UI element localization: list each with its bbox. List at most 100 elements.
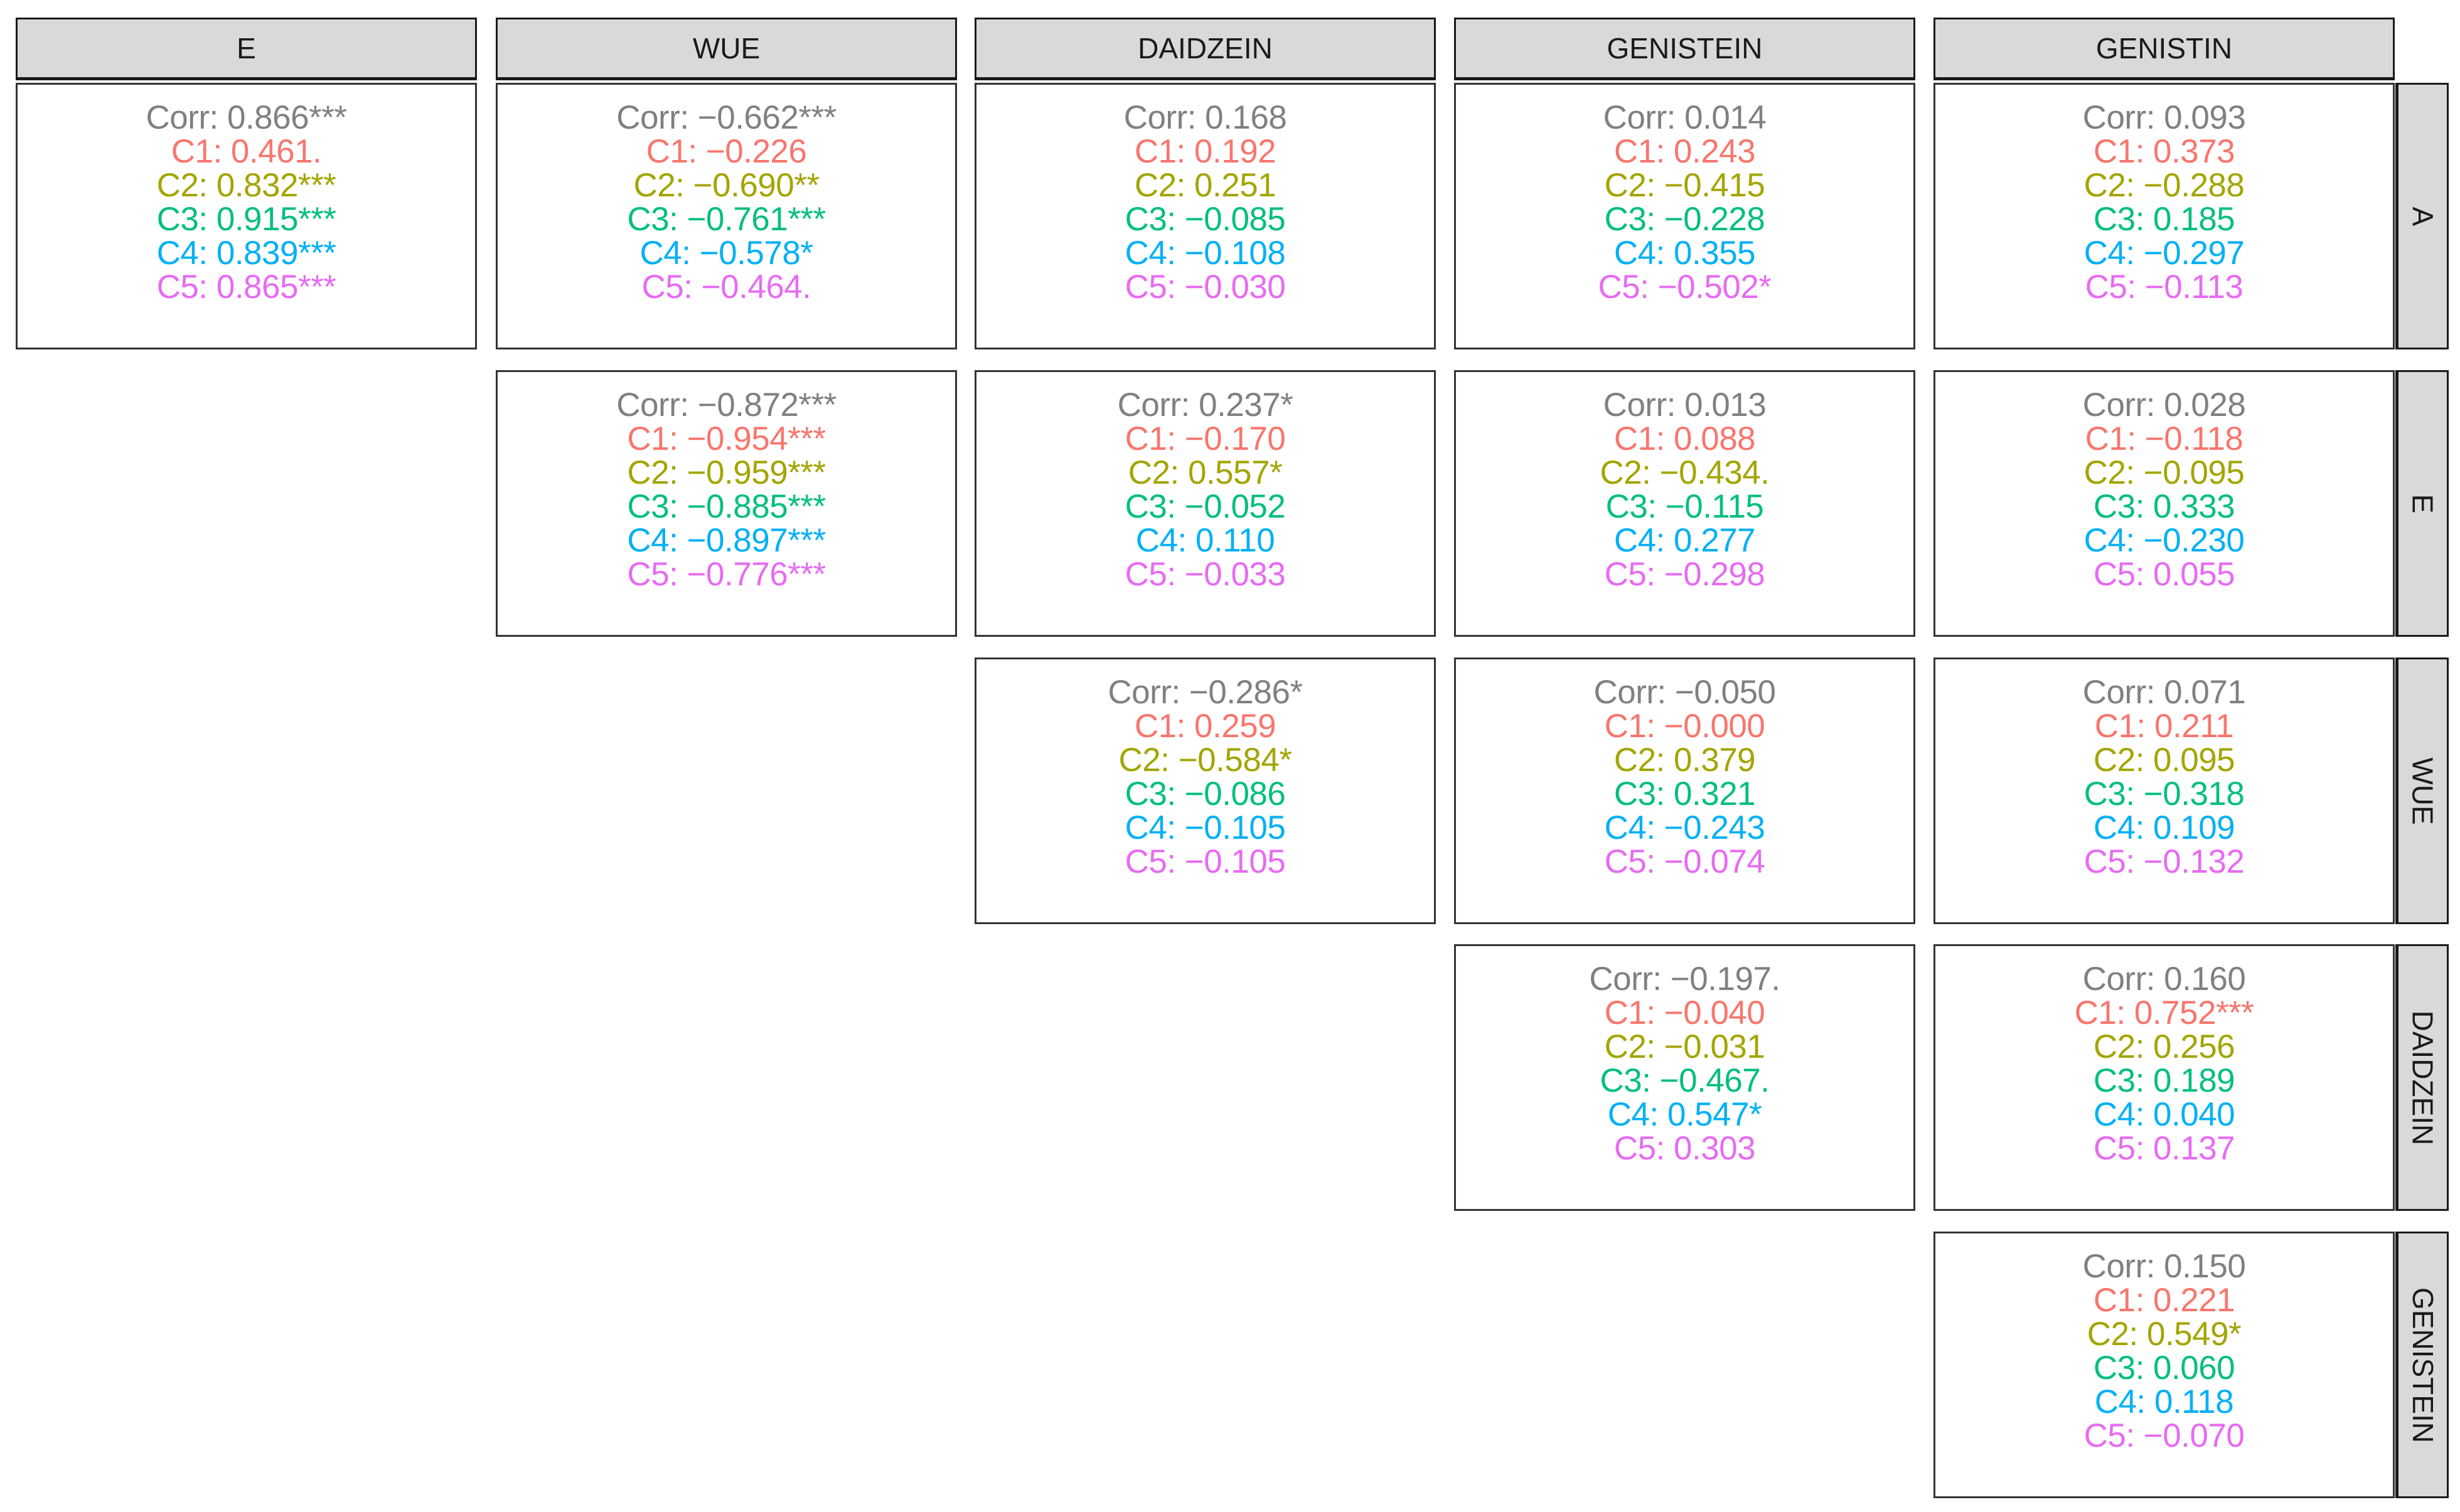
panel-e-genistein: Corr: 0.013 C1: 0.088 C2: −0.434. C3: −0.11… — [1454, 370, 1915, 637]
corr-label: Corr: 0.237* — [1117, 386, 1293, 423]
c5-corr-label: C5: 0.055 — [2093, 556, 2235, 593]
c1-corr-label: C1: 0.211 — [2094, 708, 2234, 745]
c3-corr-label: C3: −0.085 — [1125, 201, 1286, 238]
c2-corr-label: C2: −0.415 — [1604, 167, 1765, 204]
panel-daidzein-genistein: Corr: −0.197. C1: −0.040 C2: −0.031 C3: −0.… — [1454, 944, 1915, 1211]
c5-corr-label: C5: −0.030 — [1125, 269, 1286, 306]
c1-corr-label: C1: 0.752*** — [2074, 994, 2254, 1031]
panel-a-genistein: Corr: 0.014 C1: 0.243 C2: −0.415 C3: −0.228… — [1454, 83, 1915, 349]
c2-corr-label: C2: −0.095 — [2083, 454, 2245, 491]
c2-corr-label: C2: −0.031 — [1604, 1028, 1765, 1065]
c5-corr-label: C5: −0.033 — [1125, 556, 1286, 593]
c3-corr-label: C3: −0.115 — [1605, 488, 1764, 525]
c5-corr-label: C5: −0.113 — [2085, 269, 2243, 306]
row-strip-label: A — [2406, 206, 2439, 226]
c3-corr-label: C3: −0.086 — [1125, 775, 1286, 812]
c2-corr-label: C2: −0.959*** — [627, 454, 826, 491]
corr-label: Corr: 0.014 — [1603, 99, 1767, 136]
corr-label: Corr: 0.150 — [2082, 1248, 2246, 1285]
column-strip-daidzein: DAIDZEIN — [975, 18, 1436, 80]
c3-corr-label: C3: −0.467. — [1600, 1062, 1770, 1099]
c2-corr-label: C2: 0.832*** — [156, 167, 336, 204]
c1-corr-label: C1: −0.040 — [1604, 994, 1765, 1031]
panel-e-wue: Corr: −0.872*** C1: −0.954*** C2: −0.959**… — [496, 370, 957, 637]
panel-e-daidzein: Corr: 0.237* C1: −0.170 C2: 0.557* C3: −0.0… — [975, 370, 1436, 637]
c3-corr-label: C3: −0.885*** — [627, 488, 826, 525]
corr-label: Corr: 0.160 — [2082, 961, 2246, 998]
c2-corr-label: C2: 0.095 — [2093, 742, 2235, 779]
c2-corr-label: C2: 0.549* — [2087, 1316, 2242, 1353]
corr-label: Corr: −0.050 — [1593, 674, 1776, 711]
c3-corr-label: C3: −0.228 — [1604, 201, 1765, 238]
c1-corr-label: C1: 0.243 — [1613, 133, 1756, 170]
c3-corr-label: C3: 0.189 — [2093, 1062, 2235, 1099]
c4-corr-label: C4: 0.547* — [1607, 1096, 1762, 1133]
column-strip-e: E — [16, 18, 477, 80]
c5-corr-label: C5: −0.070 — [2083, 1417, 2245, 1454]
c4-corr-label: C4: −0.243 — [1604, 809, 1765, 846]
c1-corr-label: C1: 0.221 — [2093, 1282, 2235, 1319]
c1-corr-label: C1: −0.226 — [646, 133, 807, 170]
c4-corr-label: C4: 0.110 — [1135, 522, 1275, 559]
c3-corr-label: C3: 0.321 — [1613, 775, 1756, 812]
row-strip-e: E — [2395, 370, 2449, 637]
panel-a-e: Corr: 0.866*** C1: 0.461. C2: 0.832*** C3: … — [16, 83, 477, 349]
c2-corr-label: C2: −0.690** — [633, 167, 820, 204]
row-strip-genistein: GENISTEIN — [2395, 1232, 2449, 1498]
c5-corr-label: C5: 0.303 — [1613, 1130, 1756, 1167]
c2-corr-label: C2: 0.379 — [1613, 742, 1756, 779]
c4-corr-label: C4: 0.277 — [1613, 522, 1756, 559]
c4-corr-label: C4: −0.105 — [1125, 809, 1286, 846]
panel-a-genistin: Corr: 0.093 C1: 0.373 C2: −0.288 C3: 0.185 C… — [1933, 83, 2395, 349]
c1-corr-label: C1: −0.954*** — [627, 420, 826, 457]
panel-wue-genistein: Corr: −0.050 C1: −0.000 C2: 0.379 C3: 0.321… — [1454, 658, 1915, 924]
corr-label: Corr: 0.013 — [1603, 386, 1767, 423]
column-strip-genistin: GENISTIN — [1933, 18, 2395, 80]
c3-corr-label: C3: −0.761*** — [627, 201, 826, 238]
c3-corr-label: C3: 0.060 — [2093, 1350, 2235, 1387]
c1-corr-label: C1: 0.461. — [171, 133, 322, 170]
c1-corr-label: C1: −0.170 — [1125, 420, 1286, 457]
c2-corr-label: C2: −0.434. — [1600, 454, 1770, 491]
c1-corr-label: C1: 0.259 — [1134, 708, 1276, 745]
c4-corr-label: C4: −0.230 — [2083, 522, 2245, 559]
row-strip-label: DAIDZEIN — [2406, 1010, 2439, 1145]
c5-corr-label: C5: −0.298 — [1604, 556, 1765, 593]
c4-corr-label: C4: 0.355 — [1613, 235, 1756, 272]
c4-corr-label: C4: −0.297 — [2083, 235, 2245, 272]
panel-a-daidzein: Corr: 0.168 C1: 0.192 C2: 0.251 C3: −0.085 C… — [975, 83, 1436, 349]
c4-corr-label: C4: 0.040 — [2093, 1096, 2235, 1133]
row-strip-label: WUE — [2406, 757, 2439, 825]
row-strip-a: A — [2395, 83, 2449, 349]
c5-corr-label: C5: −0.502* — [1598, 269, 1772, 306]
corr-label: Corr: 0.028 — [2082, 386, 2246, 423]
panel-e-genistin: Corr: 0.028 C1: −0.118 C2: −0.095 C3: 0.333… — [1933, 370, 2395, 637]
corr-label: Corr: 0.168 — [1123, 99, 1287, 136]
row-strip-daidzein: DAIDZEIN — [2395, 944, 2449, 1211]
corr-label: Corr: −0.286* — [1108, 674, 1303, 711]
c3-corr-label: C3: −0.318 — [2083, 775, 2245, 812]
c4-corr-label: C4: 0.109 — [2093, 809, 2235, 846]
corr-label: Corr: −0.872*** — [616, 386, 837, 423]
c4-corr-label: C4: 0.839*** — [156, 235, 336, 272]
row-strip-label: GENISTEIN — [2406, 1287, 2439, 1443]
c5-corr-label: C5: −0.074 — [1604, 843, 1765, 880]
panel-wue-daidzein: Corr: −0.286* C1: 0.259 C2: −0.584* C3: −0.… — [975, 658, 1436, 924]
panel-genistein-genistin: Corr: 0.150 C1: 0.221 C2: 0.549* C3: 0.060 C… — [1933, 1232, 2395, 1498]
c3-corr-label: C3: 0.185 — [2093, 201, 2235, 238]
c2-corr-label: C2: 0.251 — [1134, 167, 1276, 204]
c3-corr-label: C3: −0.052 — [1125, 488, 1286, 525]
c2-corr-label: C2: 0.557* — [1128, 454, 1283, 491]
c5-corr-label: C5: −0.776*** — [627, 556, 826, 593]
c4-corr-label: C4: 0.118 — [2094, 1383, 2234, 1420]
c5-corr-label: C5: −0.132 — [2083, 843, 2245, 880]
c1-corr-label: C1: −0.000 — [1604, 708, 1765, 745]
c1-corr-label: C1: 0.192 — [1134, 133, 1276, 170]
c3-corr-label: C3: 0.333 — [2093, 488, 2235, 525]
c1-corr-label: C1: 0.373 — [2093, 133, 2235, 170]
column-strip-wue: WUE — [496, 18, 957, 80]
c1-corr-label: C1: 0.088 — [1613, 420, 1756, 457]
panel-daidzein-genistin: Corr: 0.160 C1: 0.752*** C2: 0.256 C3: 0.18… — [1933, 944, 2395, 1211]
c4-corr-label: C4: −0.108 — [1125, 235, 1286, 272]
